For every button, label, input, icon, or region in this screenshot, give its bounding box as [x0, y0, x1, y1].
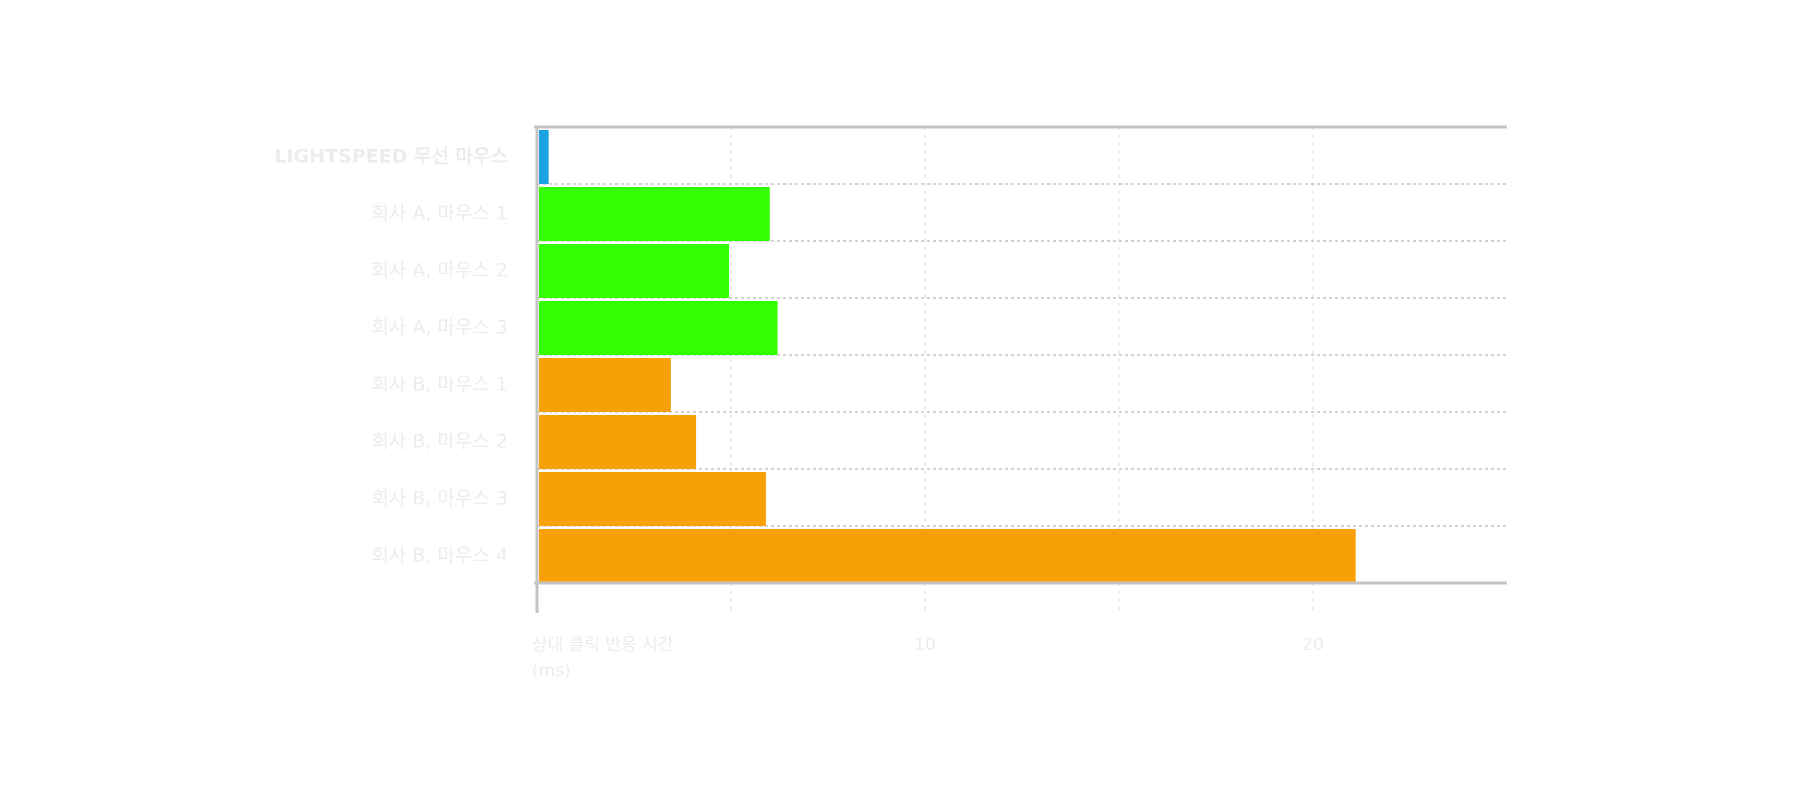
category-label-4: 회사 B, 마우스 1	[371, 374, 508, 396]
bar-6	[539, 472, 766, 526]
bar-5	[539, 415, 697, 469]
bar-3	[539, 301, 778, 355]
category-label-7: 회사 B, 마우스 4	[371, 545, 508, 567]
bar-4	[539, 358, 671, 412]
bar-0	[539, 130, 549, 184]
axis-layer	[534, 125, 1507, 613]
tick-label-10: 10	[914, 635, 936, 655]
bar-1	[539, 187, 770, 241]
bar-7	[539, 529, 1356, 583]
category-label-6: 회사 B, 마우스 3	[371, 488, 508, 510]
category-label-3: 회사 A, 마우스 3	[371, 317, 508, 339]
x-axis-title-line-0: 상대 클릭 반응 시간	[532, 635, 674, 655]
bar-2	[539, 244, 730, 298]
category-label-5: 회사 B, 마우스 2	[371, 431, 508, 453]
tick-label-20: 20	[1302, 635, 1324, 655]
category-label-0: LIGHTSPEED 무선 마우스	[274, 146, 508, 168]
x-axis-title-line-1: (ms)	[532, 661, 571, 681]
category-label-1: 회사 A, 마우스 1	[371, 203, 508, 225]
category-label-2: 회사 A, 마우스 2	[371, 260, 508, 282]
bar-layer	[539, 130, 1356, 583]
